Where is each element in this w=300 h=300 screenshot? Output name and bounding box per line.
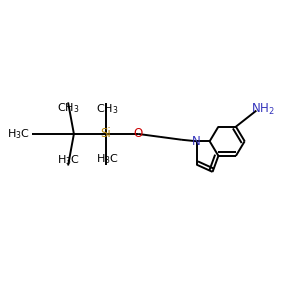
Text: NH$_2$: NH$_2$ (251, 102, 275, 117)
Text: H$_3$C: H$_3$C (96, 152, 119, 166)
Text: N: N (192, 135, 201, 148)
Text: H$_3$C: H$_3$C (7, 127, 30, 141)
Text: Si: Si (100, 128, 111, 140)
Text: CH$_3$: CH$_3$ (96, 102, 119, 116)
Text: H$_3$C: H$_3$C (57, 153, 80, 166)
Text: O: O (134, 128, 143, 140)
Text: CH$_3$: CH$_3$ (57, 101, 79, 115)
